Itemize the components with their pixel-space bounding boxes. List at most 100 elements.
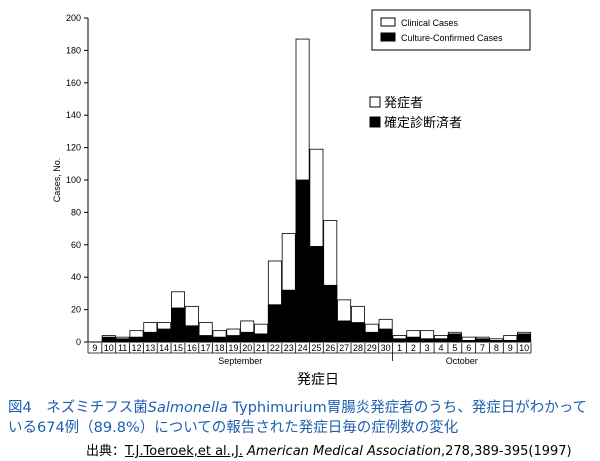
x-tick-label: 29: [367, 343, 377, 353]
x-tick-label: 14: [159, 343, 169, 353]
x-tick-label: 18: [215, 343, 225, 353]
y-tick-label: 160: [66, 78, 81, 88]
x-tick-label: 7: [480, 343, 485, 353]
x-tick-label: 28: [353, 343, 363, 353]
x-tick-label: 25: [311, 343, 321, 353]
bar-confirmed: [267, 304, 282, 343]
x-tick-label: 9: [92, 343, 97, 353]
bar-confirmed: [489, 339, 504, 343]
bar-confirmed: [350, 322, 365, 343]
bar-confirmed: [337, 320, 352, 343]
bar-confirmed: [115, 338, 130, 343]
month-label: September: [218, 356, 262, 366]
x-axis-title: 発症日: [297, 372, 339, 388]
bars: [101, 38, 532, 343]
bar-confirmed: [378, 328, 393, 343]
bar-confirmed: [129, 336, 144, 343]
caption-suffix: Typhimurium胃腸炎発症者のうち、発症日がわかっている674例（89.8…: [8, 400, 588, 436]
caption-italic: Salmonella: [147, 400, 228, 416]
x-tick-label: 19: [228, 343, 238, 353]
bar-confirmed: [309, 246, 324, 343]
legend-swatch-clinical: [380, 17, 396, 27]
x-tick-label: 8: [494, 343, 499, 353]
x-tick-label: 10: [519, 343, 529, 353]
source-label: 出典：: [86, 444, 126, 459]
y-axis-title: Cases, No.: [52, 158, 62, 203]
bar-confirmed: [171, 307, 185, 343]
x-tick-label: 9: [508, 343, 513, 353]
x-tick-label: 15: [173, 343, 183, 353]
y-ticks: 0 20 40 60 80 100 120 140 160 180 200: [66, 13, 88, 347]
jp-legend-swatch-filled: [369, 116, 381, 128]
x-tick-label: 30: [381, 343, 391, 353]
x-tick-label: 5: [452, 343, 457, 353]
y-tick-label: 140: [66, 110, 81, 120]
y-tick-label: 60: [71, 240, 81, 250]
y-tick-label: 20: [71, 305, 81, 315]
month-label: October: [446, 356, 478, 366]
x-tick-label: 26: [325, 343, 335, 353]
x-tick-label: 6: [466, 343, 471, 353]
x-tick-label: 1: [397, 343, 402, 353]
bar-confirmed: [406, 336, 421, 343]
x-tick-label: 23: [284, 343, 294, 353]
y-tick-label: 0: [76, 337, 81, 347]
bar-confirmed: [281, 289, 296, 343]
y-tick-label: 40: [71, 272, 81, 282]
y-tick-label: 180: [66, 45, 81, 55]
x-tick-label: 4: [439, 343, 444, 353]
bar-confirmed: [226, 335, 241, 343]
bar-confirmed: [420, 338, 435, 343]
bar-confirmed: [212, 336, 227, 343]
y-tick-label: 120: [66, 143, 81, 153]
bar-confirmed: [295, 179, 310, 343]
bar-confirmed: [434, 338, 448, 343]
source-journal: American Medical Association: [242, 444, 441, 459]
x-tick-label: 27: [339, 343, 349, 353]
bar-confirmed: [157, 328, 172, 343]
legend-swatch-confirmed: [380, 32, 396, 42]
source-citation-details: ,278,389-395(1997): [441, 444, 572, 459]
bar-confirmed: [254, 333, 269, 343]
x-tick-label: 13: [145, 343, 155, 353]
x-tick-label: 17: [201, 343, 211, 353]
month-labels: September October: [218, 353, 478, 366]
x-tick-label: 10: [104, 343, 114, 353]
bar-confirmed: [447, 333, 462, 343]
bar-confirmed: [475, 338, 490, 343]
bar-confirmed: [143, 331, 158, 343]
bar-confirmed: [503, 339, 518, 343]
jp-legend-label-open: 発症者: [384, 96, 423, 111]
legend: Clinical Cases Culture-Confirmed Cases: [371, 9, 531, 51]
y-tick-label: 80: [71, 207, 81, 217]
legend-box: [371, 9, 531, 51]
x-tick-label: 2: [411, 343, 416, 353]
caption-prefix: 図4 ネズミチフス菌: [8, 400, 148, 416]
legend-label-confirmed: Culture-Confirmed Cases: [401, 33, 503, 43]
x-tick-label: 22: [270, 343, 280, 353]
bar-confirmed: [517, 333, 532, 343]
x-tick-label: 12: [131, 343, 141, 353]
y-tick-label: 100: [66, 175, 81, 185]
bar-confirmed: [461, 339, 476, 343]
x-category-labels: 9 10 11 12 13 14 15 16 17 18 19 20 21 22 23 24 25 26 27 28 2…: [87, 343, 532, 354]
x-tick-label: 24: [298, 343, 308, 353]
x-tick-label: 16: [187, 343, 197, 353]
bar-confirmed: [323, 284, 338, 343]
bar-confirmed: [184, 325, 199, 343]
jp-legend-swatch-open: [369, 96, 381, 108]
x-tick-label: 20: [242, 343, 252, 353]
y-tick-label: 200: [66, 13, 81, 23]
x-tick-label: 11: [118, 343, 127, 353]
bar-confirmed: [240, 331, 255, 343]
jp-legend: 発症者 確定診断済者: [369, 96, 462, 131]
figure-caption: 図4 ネズミチフス菌Salmonella Typhimurium胃腸炎発症者のう…: [8, 398, 592, 438]
source-authors: T.J.Toeroek,et al.,J.: [125, 444, 243, 459]
bar-confirmed: [198, 335, 213, 343]
x-tick-label: 21: [256, 343, 266, 353]
bar-confirmed: [101, 336, 116, 343]
source-citation: 出典：T.J.Toeroek,et al.,J. American Medica…: [86, 440, 572, 459]
bar-confirmed: [392, 338, 407, 343]
x-tick-label: 3: [425, 343, 430, 353]
